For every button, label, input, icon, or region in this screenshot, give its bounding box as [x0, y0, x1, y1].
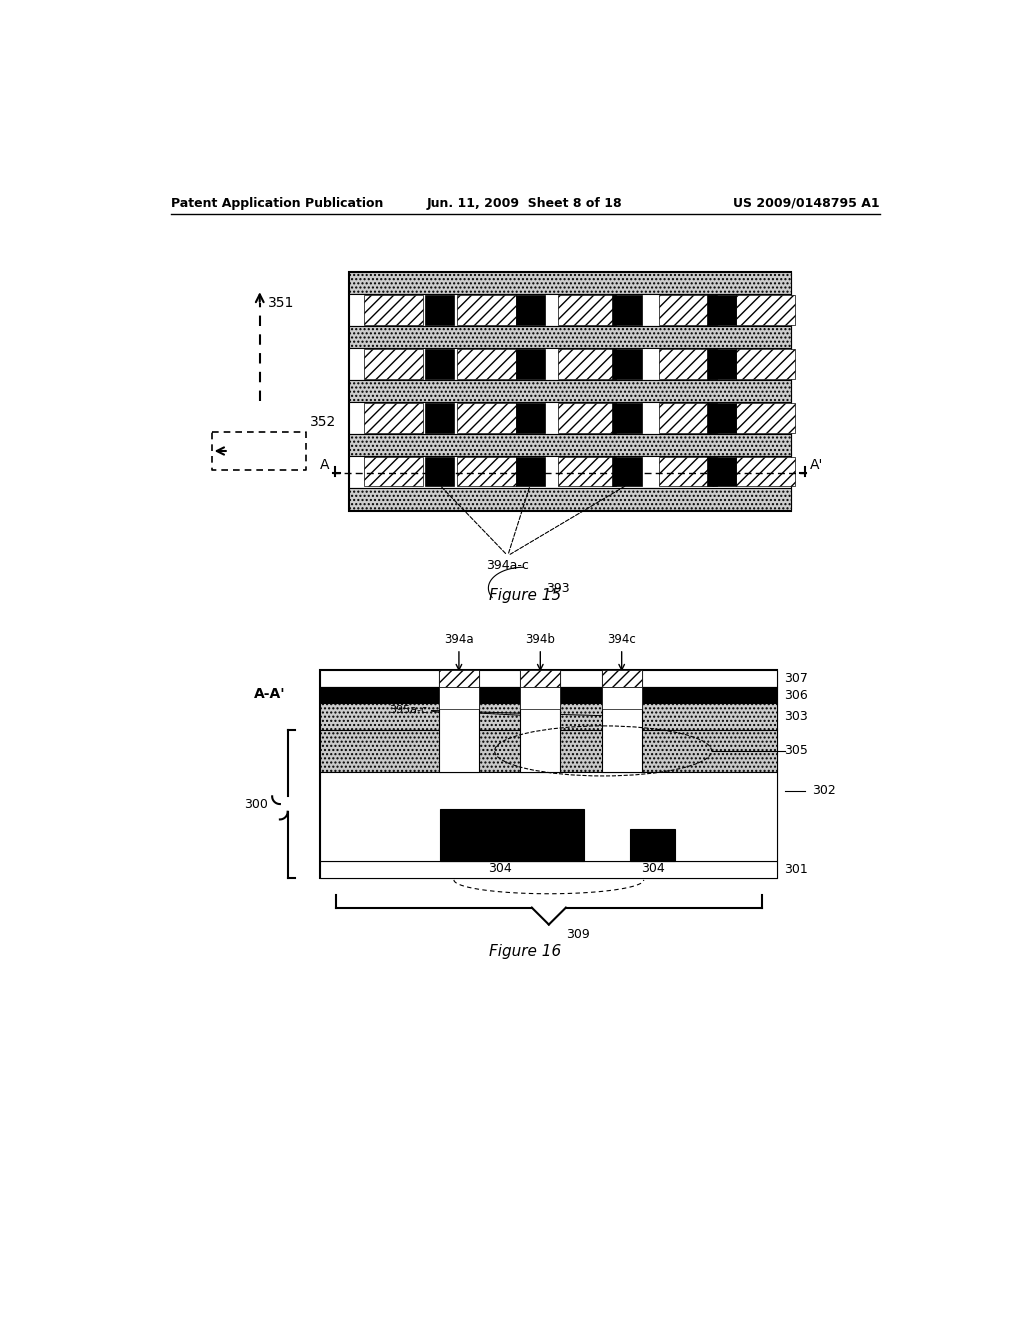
Bar: [558, 350, 616, 379]
Bar: [440, 809, 584, 862]
Bar: [601, 671, 642, 772]
Bar: [321, 730, 777, 772]
Text: Figure 15: Figure 15: [488, 589, 561, 603]
Bar: [520, 688, 560, 709]
Bar: [558, 457, 616, 487]
Text: 351: 351: [267, 296, 294, 310]
Bar: [321, 862, 777, 878]
Bar: [612, 350, 642, 379]
Text: 301: 301: [783, 863, 807, 876]
Text: 302: 302: [812, 784, 836, 797]
Text: Jun. 11, 2009  Sheet 8 of 18: Jun. 11, 2009 Sheet 8 of 18: [427, 197, 623, 210]
Text: A': A': [810, 458, 823, 471]
Bar: [365, 296, 423, 325]
Bar: [515, 457, 545, 487]
Text: 352: 352: [310, 414, 336, 429]
Bar: [520, 671, 560, 688]
Bar: [658, 296, 717, 325]
Bar: [365, 404, 423, 433]
Bar: [558, 296, 616, 325]
Bar: [736, 404, 795, 433]
Bar: [349, 272, 791, 511]
Bar: [349, 294, 791, 326]
Bar: [458, 296, 515, 325]
Text: 304: 304: [641, 862, 665, 875]
Bar: [438, 688, 479, 709]
Bar: [612, 296, 642, 325]
Bar: [349, 488, 791, 510]
Bar: [707, 457, 736, 487]
Bar: [736, 296, 795, 325]
Bar: [365, 350, 423, 379]
Bar: [630, 829, 675, 862]
Text: 303: 303: [783, 710, 807, 723]
Bar: [438, 671, 479, 772]
Bar: [736, 457, 795, 487]
Bar: [515, 350, 545, 379]
Bar: [425, 404, 455, 433]
Bar: [558, 404, 616, 433]
Bar: [458, 404, 515, 433]
Text: 304: 304: [488, 862, 512, 875]
Bar: [425, 296, 455, 325]
Bar: [321, 688, 777, 702]
Bar: [458, 350, 515, 379]
Bar: [612, 404, 642, 433]
Text: A-A': A-A': [254, 686, 286, 701]
Bar: [707, 296, 736, 325]
Bar: [349, 272, 791, 294]
Bar: [736, 350, 795, 379]
Bar: [515, 296, 545, 325]
Text: Patent Application Publication: Patent Application Publication: [171, 197, 383, 210]
Bar: [520, 671, 560, 772]
Bar: [349, 348, 791, 380]
Bar: [349, 380, 791, 401]
Text: A: A: [319, 458, 330, 471]
Bar: [707, 404, 736, 433]
Bar: [321, 702, 777, 730]
Text: 309: 309: [566, 928, 590, 941]
Bar: [658, 457, 717, 487]
Text: 395a-c: 395a-c: [389, 705, 427, 715]
Bar: [321, 671, 777, 688]
Text: 394b: 394b: [525, 632, 555, 645]
Bar: [349, 434, 791, 455]
Text: 300: 300: [245, 797, 268, 810]
Bar: [707, 350, 736, 379]
Bar: [658, 350, 717, 379]
Text: 393: 393: [547, 582, 570, 594]
Text: 305: 305: [783, 744, 808, 758]
Text: 394a-c: 394a-c: [486, 558, 529, 572]
Text: US 2009/0148795 A1: US 2009/0148795 A1: [733, 197, 880, 210]
Bar: [458, 457, 515, 487]
Bar: [349, 326, 791, 348]
Bar: [425, 457, 455, 487]
Bar: [425, 350, 455, 379]
Bar: [601, 671, 642, 688]
Text: 394a: 394a: [444, 632, 474, 645]
Bar: [515, 404, 545, 433]
Bar: [349, 401, 791, 434]
Bar: [365, 457, 423, 487]
Text: 306: 306: [783, 689, 807, 702]
Text: Figure 16: Figure 16: [488, 944, 561, 960]
Bar: [321, 772, 777, 862]
Bar: [612, 457, 642, 487]
Bar: [438, 671, 479, 688]
Text: 394c: 394c: [607, 632, 636, 645]
Text: 307: 307: [783, 672, 808, 685]
Bar: [349, 455, 791, 488]
Bar: [321, 671, 777, 878]
Bar: [601, 688, 642, 709]
Bar: [658, 404, 717, 433]
